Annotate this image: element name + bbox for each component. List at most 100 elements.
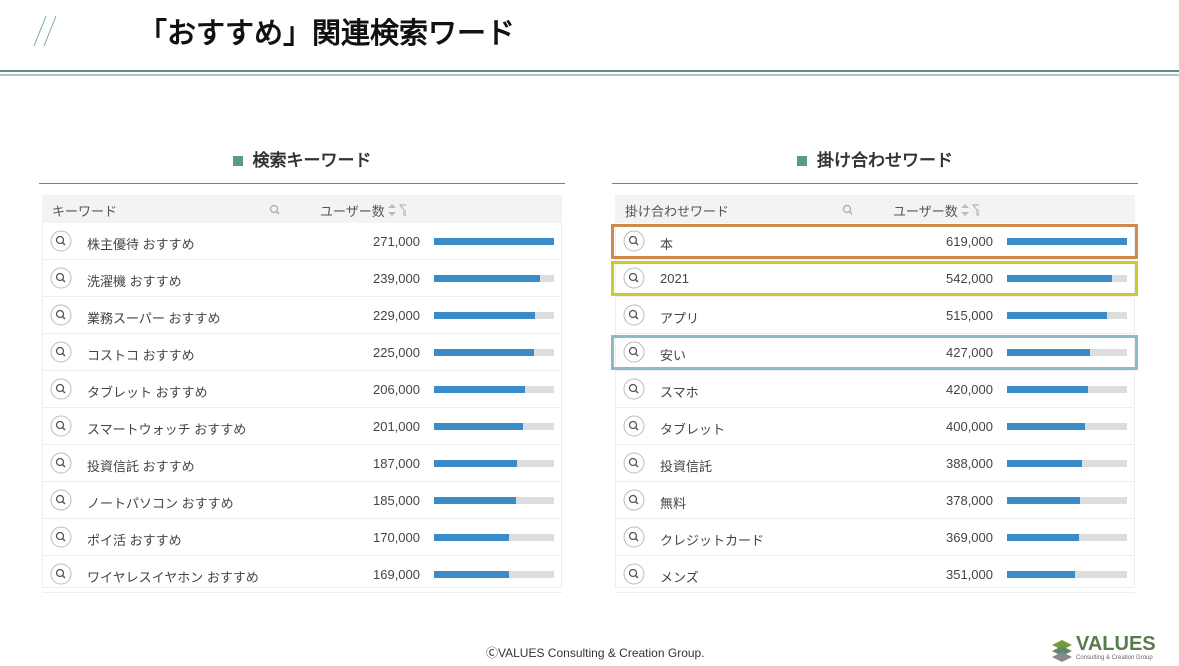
keyword: アプリ: [660, 311, 700, 326]
user-count: 170,000: [373, 530, 420, 545]
row-divider: [615, 333, 1135, 334]
row-divider: [615, 259, 1135, 260]
bar: [434, 312, 536, 319]
keyword: クレジットカード: [660, 533, 765, 548]
search-btn-icon: [50, 563, 72, 585]
bar: [1007, 349, 1090, 356]
row-divider: [42, 555, 562, 556]
keyword: 業務スーパー おすすめ: [87, 311, 221, 326]
panel-heading: 検索キーワード: [42, 146, 562, 171]
bar: [1007, 497, 1081, 504]
keyword: ノートパソコン おすすめ: [87, 496, 234, 511]
row-divider: [615, 370, 1135, 371]
keyword: メンズ: [660, 570, 699, 585]
row-divider: [615, 444, 1135, 445]
keyword: 投資信託 おすすめ: [87, 459, 195, 474]
row-divider: [42, 592, 562, 593]
logo: VALUES: [1076, 633, 1156, 655]
sort-icon: [961, 204, 979, 216]
search-btn-icon: [50, 489, 72, 511]
user-count: 185,000: [373, 493, 420, 508]
bar: [1007, 460, 1083, 467]
row-divider: [42, 407, 562, 408]
copyright: ⒸVALUES Consulting & Creation Group.: [486, 646, 705, 660]
heading-rule: [612, 183, 1138, 184]
user-count: 420,000: [946, 382, 993, 397]
column-header: ユーザー数: [320, 204, 385, 219]
bar: [434, 275, 540, 282]
search-btn-icon: [623, 452, 645, 474]
title: 「おすすめ」関連検索ワード: [138, 18, 516, 50]
header-row: [615, 195, 1135, 223]
search-btn-icon: [623, 563, 645, 585]
bar: [434, 571, 509, 578]
keyword: ワイヤレスイヤホン おすすめ: [87, 570, 259, 585]
user-count: 515,000: [946, 308, 993, 323]
user-count: 225,000: [373, 345, 420, 360]
keyword: 株主優待 おすすめ: [87, 237, 195, 252]
search-btn-icon: [50, 378, 72, 400]
search-btn-icon: [50, 304, 72, 326]
bar: [434, 534, 510, 541]
heading-rule: [39, 183, 565, 184]
keyword: 安い: [660, 348, 687, 363]
user-count: 427,000: [946, 345, 993, 360]
user-count: 369,000: [946, 530, 993, 545]
bar: [1007, 386, 1089, 393]
keyword: ポイ活 おすすめ: [87, 533, 182, 548]
user-count: 169,000: [373, 567, 420, 582]
bar: [434, 460, 517, 467]
keyword: 投資信託: [660, 459, 713, 474]
search-btn-icon: [50, 526, 72, 548]
search-btn-icon: [623, 526, 645, 548]
search-btn-icon: [50, 267, 72, 289]
keyword: 本: [660, 237, 674, 252]
search-btn-icon: [623, 378, 645, 400]
user-count: 542,000: [946, 271, 993, 286]
bullet: [797, 156, 807, 166]
sort-icon: [388, 204, 406, 216]
user-count: 619,000: [946, 234, 993, 249]
bar: [434, 349, 534, 356]
user-count: 400,000: [946, 419, 993, 434]
heading-text: 掛け合わせワード: [817, 151, 953, 170]
search-btn-icon: [623, 267, 645, 289]
bar: [434, 386, 526, 393]
bar: [1007, 534, 1079, 541]
row-divider: [615, 296, 1135, 297]
search-btn-icon: [623, 230, 645, 252]
search-btn-icon: [623, 341, 645, 363]
search-btn-icon: [623, 304, 645, 326]
keyword: 洗濯機 おすすめ: [87, 274, 182, 289]
row-divider: [615, 555, 1135, 556]
heading-text: 検索キーワード: [252, 151, 372, 170]
row-divider: [42, 370, 562, 371]
search-btn-icon: [50, 230, 72, 252]
bar: [1007, 275, 1113, 282]
row-divider: [42, 518, 562, 519]
row-divider: [42, 481, 562, 482]
search-btn-icon: [50, 452, 72, 474]
user-count: 187,000: [373, 456, 420, 471]
search-icon: [842, 204, 853, 215]
bar: [434, 423, 523, 430]
user-count: 388,000: [946, 456, 993, 471]
bar: [1007, 423, 1085, 430]
bar: [1007, 571, 1076, 578]
bar: [434, 497, 516, 504]
bar: [1007, 238, 1127, 245]
user-count: 206,000: [373, 382, 420, 397]
user-count: 271,000: [373, 234, 420, 249]
bullet: [232, 156, 243, 166]
row-divider: [615, 518, 1135, 519]
keyword: タブレット: [660, 422, 726, 437]
row-divider: [42, 296, 562, 297]
user-count: 201,000: [373, 419, 420, 434]
user-count: 239,000: [373, 271, 420, 286]
keyword: コストコ おすすめ: [87, 348, 195, 363]
row-divider: [42, 259, 562, 260]
user-count: 378,000: [946, 493, 993, 508]
bar: [1007, 312, 1107, 319]
keyword: スマートウォッチ おすすめ: [87, 422, 247, 437]
